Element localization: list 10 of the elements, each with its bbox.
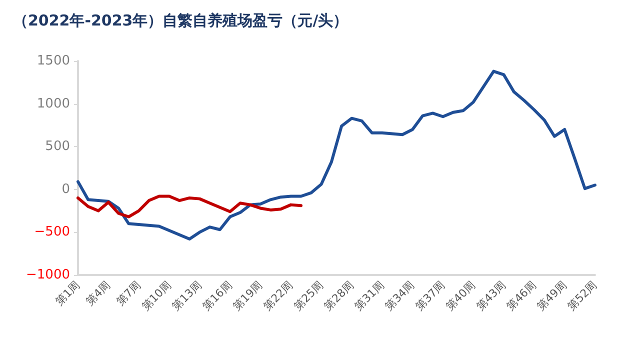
line-series — [76, 194, 303, 218]
x-tick-label: 第7周 — [114, 278, 144, 308]
x-tick-label: 第4周 — [83, 278, 114, 308]
chart-title: （2022年-2023年）自繁自养殖场盈亏（元/头） — [13, 12, 348, 30]
line-series — [76, 70, 596, 241]
y-tick-label: −500 — [34, 224, 70, 240]
y-tick-label: 1000 — [36, 96, 70, 112]
y-tick-label: 500 — [45, 139, 70, 154]
y-tick-label: 0 — [62, 182, 70, 197]
y-tick-label: 1500 — [36, 54, 70, 68]
